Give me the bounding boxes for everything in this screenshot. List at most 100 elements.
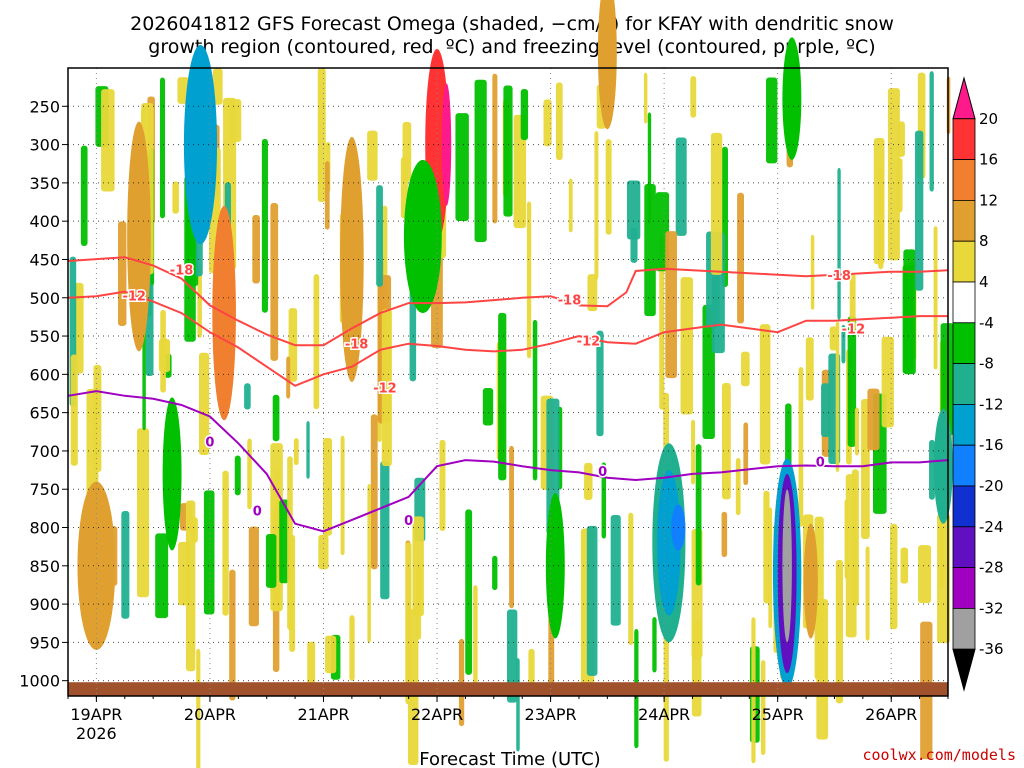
omega-band [474, 79, 487, 243]
omega-band [323, 438, 333, 536]
y-tick-label: 1000 [19, 672, 60, 691]
omega-band [710, 132, 723, 275]
colorbar-level-label: 16 [979, 151, 998, 169]
colorbar-level-label: -4 [979, 314, 994, 332]
omega-band [248, 526, 259, 627]
omega-band [896, 158, 903, 213]
omega-band [929, 439, 935, 500]
omega-band [798, 367, 804, 527]
omega-band [763, 490, 770, 604]
omega-band [203, 490, 215, 615]
omega-band [492, 73, 498, 224]
omega-band [652, 616, 657, 673]
omega-band [455, 113, 469, 222]
omega-band [228, 99, 242, 142]
omega-band [376, 185, 383, 287]
omega-band [887, 88, 900, 261]
y-tick-label: 550 [29, 327, 60, 346]
omega-band [900, 547, 909, 584]
omega-band [121, 510, 130, 619]
omega-band [197, 264, 202, 338]
omega-band [692, 621, 702, 661]
omega-band [914, 130, 924, 291]
omega-band [628, 512, 634, 646]
colorbar-swatch [952, 281, 976, 324]
omega-band [244, 383, 251, 410]
contour-label: -18 [345, 338, 369, 353]
omega-band [659, 235, 665, 410]
omega-band [367, 483, 371, 643]
omega-band [159, 77, 166, 219]
omega-band [117, 221, 127, 326]
chart-title-line1: 2026041812 GFS Forecast Omega (shaded, −… [130, 13, 894, 35]
colorbar-level-label: -24 [979, 518, 1004, 536]
omega-band [902, 264, 914, 374]
omega-band [229, 569, 236, 701]
y-tick-label: 250 [29, 97, 60, 116]
omega-band [759, 324, 771, 465]
omega-band [172, 181, 179, 214]
omega-feature [127, 121, 151, 352]
x-tick-label: 20APR [184, 705, 236, 724]
omega-band [847, 316, 857, 447]
omega-band [691, 642, 702, 717]
omega-band [768, 507, 773, 629]
omega-feature [597, 0, 617, 130]
omega-feature [782, 37, 802, 160]
omega-band [340, 435, 345, 556]
colorbar-swatch [952, 199, 976, 242]
omega-band [306, 421, 310, 479]
credit-text: coolwx.com/models [862, 746, 1016, 764]
omega-band [380, 461, 390, 600]
omega-band [881, 336, 894, 428]
omega-band [222, 470, 229, 616]
y-tick-label: 400 [29, 212, 60, 231]
omega-band [766, 77, 778, 164]
omega-feature [162, 397, 182, 551]
omega-feature [782, 489, 792, 643]
omega-band [252, 215, 260, 284]
omega-band [665, 231, 677, 379]
contour-label: -12 [842, 322, 866, 337]
y-tick-label: 500 [29, 289, 60, 308]
omega-band [498, 312, 507, 481]
omega-band [933, 226, 938, 370]
omega-band [325, 635, 337, 674]
colorbar-level-label: -28 [979, 559, 1004, 577]
omega-band [741, 351, 750, 387]
omega-band [212, 68, 223, 105]
omega-band [185, 500, 196, 672]
colorbar-swatch [952, 567, 976, 609]
omega-band [528, 648, 535, 689]
colorbar-level-label: -8 [979, 355, 994, 373]
colorbar-swatch [952, 118, 976, 161]
ground-surface [68, 682, 948, 696]
x-tick-sublabel: 2026 [76, 724, 117, 743]
omega-feature [545, 493, 565, 639]
omega-feature [657, 470, 681, 616]
omega-band [532, 319, 538, 481]
omega-band [695, 444, 702, 586]
omega-band [568, 178, 573, 233]
y-tick-label: 300 [29, 136, 60, 155]
contour-label: -12 [373, 381, 397, 396]
omega-band [821, 383, 830, 438]
y-tick-label: 850 [29, 557, 60, 576]
omega-band [865, 546, 870, 641]
plot-frame [67, 67, 949, 697]
omega-band [805, 337, 814, 401]
omega-band [367, 130, 378, 181]
x-tick-label: 19APR [70, 705, 122, 724]
x-tick-label: 24APR [638, 705, 690, 724]
omega-band [307, 641, 316, 692]
omega-band [594, 131, 599, 280]
y-tick-label: 650 [29, 404, 60, 423]
omega-band [318, 534, 329, 570]
colorbar-level-label: 20 [979, 110, 998, 128]
colorbar-level-label: 12 [979, 191, 998, 209]
contour-label: 0 [253, 505, 262, 520]
omega-band [918, 545, 932, 604]
x-axis-label: Forecast Time (UTC) [419, 749, 600, 768]
omega-band [889, 523, 898, 630]
